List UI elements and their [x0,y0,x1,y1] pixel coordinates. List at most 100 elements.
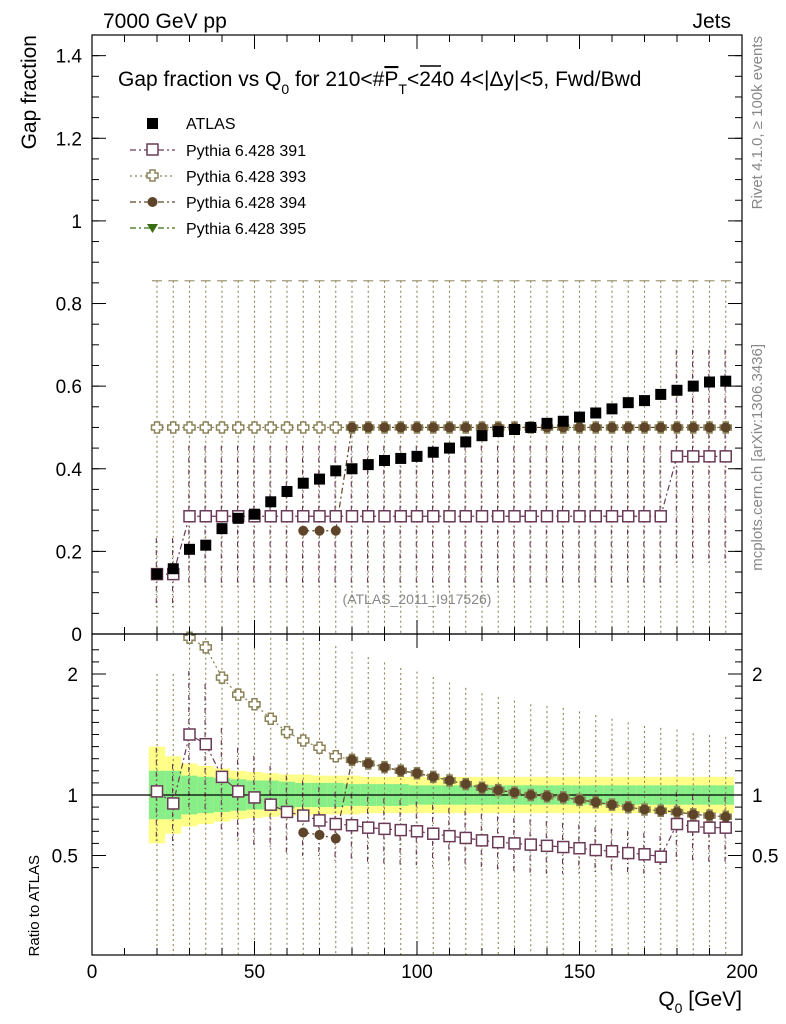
ratio-point-391-70 [313,814,326,827]
point-391-70 [313,510,326,523]
point-391-35 [199,510,212,523]
point-atlas-30 [184,543,195,555]
point-391-100 [410,510,424,523]
point-391-140 [540,510,554,523]
point-atlas-180 [671,384,683,396]
main-ytick-label-0: 0 [71,625,82,646]
point-atlas-80 [346,463,358,475]
title-part-b: for 210<# [289,68,384,91]
ratio-point-394-105 [428,771,439,782]
main-ytick-label-0.2: 0.2 [56,542,82,563]
point-391-95 [394,510,407,523]
ratio-point-394-165 [623,802,634,813]
x-axis-title: Q0 [GeV] [658,988,742,1016]
point-394-105 [428,422,439,433]
x-title-unit: [GeV] [682,988,742,1011]
point-atlas-115 [460,436,472,448]
energy-label: 7000 GeV pp [103,10,227,33]
legend-label-395: Pythia 6.428 395 [186,221,306,238]
point-atlas-135 [525,421,537,433]
point-atlas-85 [362,459,374,471]
point-393-40 [215,421,229,434]
point-391-125 [492,510,505,523]
ratio-point-391-55 [264,798,277,811]
analysis-id: (ATLAS_2011_I917526) [343,591,492,607]
point-394-80 [347,422,357,433]
point-393-75 [329,421,342,434]
ratio-point-393-75 [329,750,342,763]
ratio-point-394-80 [347,754,357,765]
ratio-point-394-70 [314,829,325,840]
ratio-point-393-65 [297,734,310,747]
xtick-label-50: 50 [244,962,265,983]
process-label: Jets [692,10,731,33]
ratio-point-394-180 [672,806,682,817]
ratio-point-391-45 [232,785,245,798]
ratio-ytick-label-right-1: 1 [752,786,763,807]
ratio-point-391-175 [654,850,667,863]
point-atlas-150 [574,411,585,423]
point-atlas-160 [606,403,618,415]
ratio-point-391-155 [589,843,602,857]
point-atlas-155 [590,407,602,419]
point-atlas-55 [265,496,277,508]
ratio-point-391-35 [199,737,212,751]
ratio-point-391-25 [167,797,180,810]
ratio-point-394-120 [477,782,487,793]
point-393-35 [199,421,212,434]
main-y-axis-title: Gap fraction [18,35,41,149]
point-391-85 [362,510,375,523]
point-391-30 [183,510,196,523]
point-394-75 [330,525,341,536]
chart-title: Gap fraction vs Q0 for 210<#PT<240 4<|Δy… [118,68,641,97]
point-atlas-175 [655,388,667,400]
point-394-165 [623,422,634,433]
axis-ticks [91,35,743,955]
ratio-point-394-185 [688,809,699,820]
ratio-point-394-155 [590,797,601,808]
ratio-point-391-150 [573,841,586,855]
point-391-90 [378,510,391,523]
point-391-55 [264,510,277,523]
point-atlas-100 [411,450,423,462]
point-atlas-170 [639,395,650,407]
point-394-70 [314,525,325,536]
point-394-150 [574,422,585,433]
point-atlas-165 [622,397,634,409]
point-391-105 [427,510,440,523]
point-393-45 [232,421,245,434]
point-atlas-70 [314,473,325,485]
point-391-130 [508,510,521,523]
point-391-145 [557,510,570,523]
ratio-ytick-label-right-0.5: 0.5 [752,847,778,868]
title-sub-t: T [398,81,407,97]
main-ytick-label-1.4: 1.4 [56,47,83,68]
ratio-point-391-65 [297,809,310,822]
legend-label-391: Pythia 6.428 391 [186,143,306,160]
point-394-120 [477,422,487,433]
ratio-point-394-95 [395,765,406,776]
point-atlas-120 [476,430,488,442]
xtick-label-200: 200 [726,962,758,983]
xtick-label-150: 150 [564,962,596,983]
xtick-label-100: 100 [401,962,433,983]
point-391-150 [573,510,586,523]
ratio-point-391-170 [638,848,651,861]
ratio-point-391-115 [459,831,472,845]
ratio-point-393-55 [264,712,277,726]
point-atlas-65 [297,477,309,489]
ratio-point-394-150 [574,794,585,805]
ratio-point-394-160 [607,799,617,810]
ratio-point-391-40 [215,770,229,784]
ratio-point-391-160 [605,845,619,858]
ratio-point-394-170 [639,804,650,815]
point-394-85 [363,422,374,433]
legend-label-393: Pythia 6.428 393 [186,169,306,186]
main-ytick-label-1.2: 1.2 [56,129,82,150]
ratio-point-391-195 [719,821,732,834]
point-391-40 [215,510,229,523]
ratio-ytick-label-left-2: 2 [67,665,78,686]
point-394-170 [639,422,650,433]
point-atlas-60 [281,485,293,497]
